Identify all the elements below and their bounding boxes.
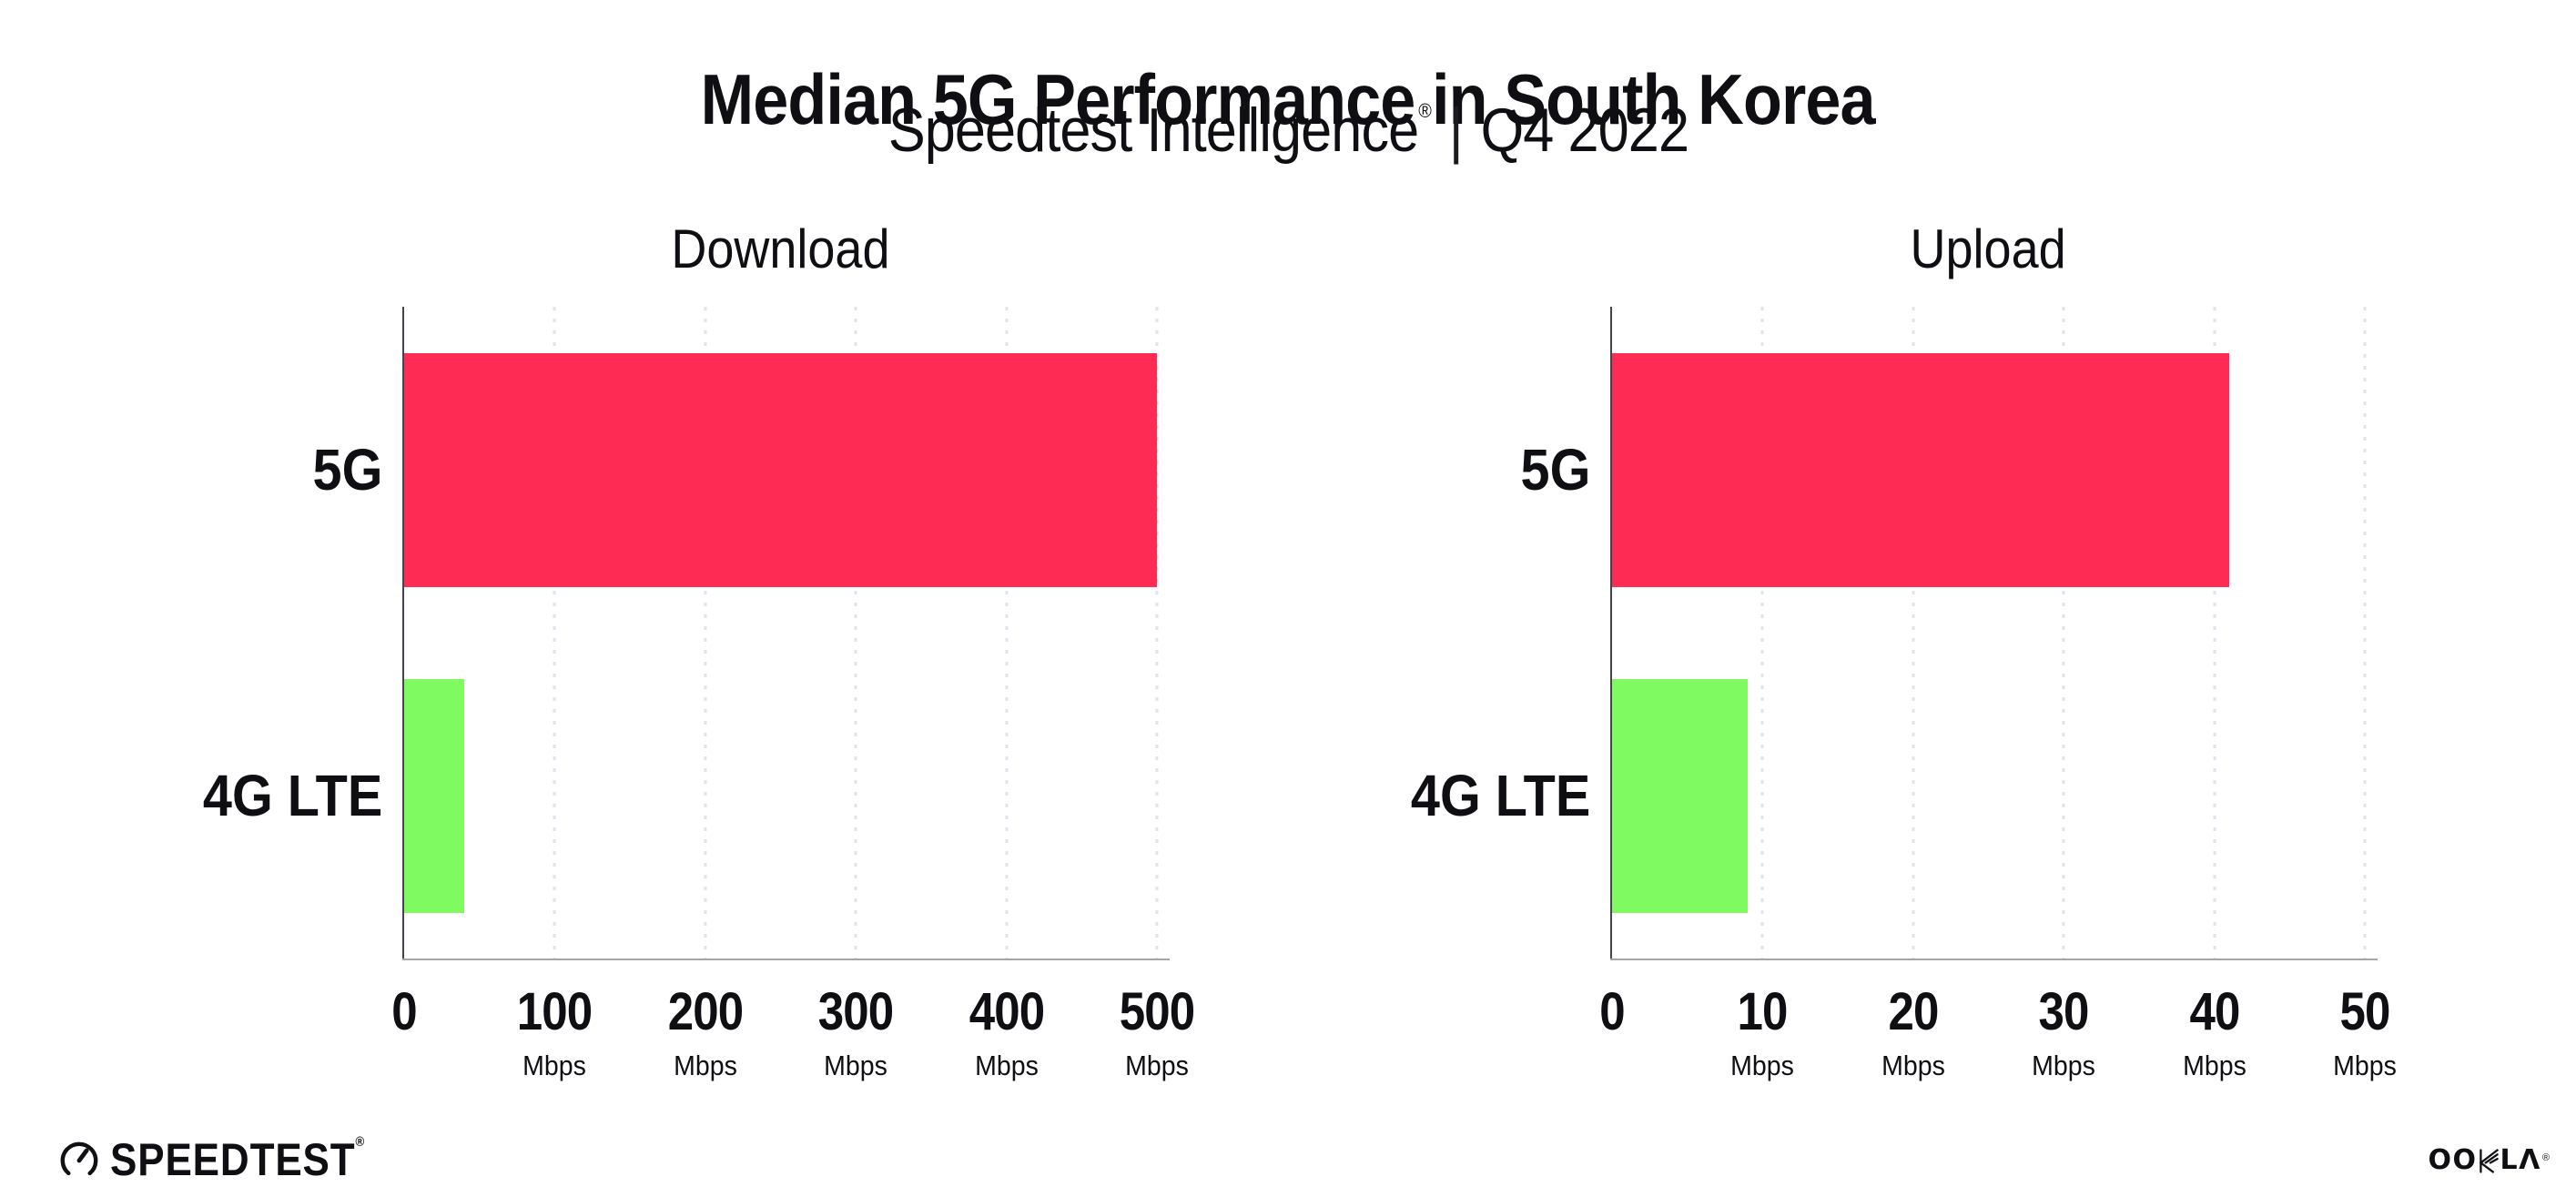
ookla-registered-mark: ® [2541,1152,2550,1163]
speedtest-gauge-icon [60,1141,98,1176]
ookla-part-la: LΛ [2500,1147,2541,1174]
upload-plot-area: 5G 4G LTE 0 10 Mbps 20 Mbps 30 Mbps 40 Mbps 50 Mbps [1411,307,2397,1080]
subtitle-product: Speedtest Intelligence [887,96,1418,165]
x-tick-0: 0 [390,986,418,1039]
x-tick-unit: Mbps [1125,1050,1189,1081]
x-tick-200: 200 Mbps [663,986,748,1080]
x-tick-100: 100 Mbps [512,986,598,1080]
download-chart-title-text: Download [671,218,890,279]
x-tick-value: 300 [817,982,894,1041]
upload-chart-title: Upload [1612,222,2365,277]
x-tick-value: 0 [391,982,417,1041]
ookla-part-l: L [2500,1144,2520,1176]
x-tick-40: 40 Mbps [2180,986,2249,1080]
download-chart-title: Download [404,222,1157,277]
page-title-text: Median 5G Performance in South Korea [700,59,1876,140]
page-subtitle: Speedtest Intelligence® | Q4 2022 [0,96,2576,165]
x-tick-value: 40 [2189,982,2240,1041]
category-label-4g-lte: 4G LTE [183,766,382,825]
subtitle-divider: | [1448,96,1463,165]
x-tick-unit: Mbps [2032,1050,2096,1081]
x-tick-10: 10 Mbps [1728,986,1797,1080]
x-tick-value: 100 [517,982,593,1041]
gridline-40 [2213,307,2216,959]
x-tick-30: 30 Mbps [2029,986,2098,1080]
x-tick-300: 300 Mbps [813,986,898,1080]
gridline-400 [1005,307,1009,959]
bar-5g [404,352,1157,587]
category-label-text-4g-lte: 4G LTE [1410,763,1590,828]
category-label-text-5g: 5G [1520,437,1590,502]
category-label-5g: 5G [305,441,382,499]
gridline-500 [1155,307,1159,959]
upload-chart-title-text: Upload [1910,218,2067,279]
category-label-text-5g: 5G [312,437,382,502]
x-tick-unit: Mbps [824,1050,888,1081]
x-axis [1610,959,2378,960]
speedtest-label: SPEEDTEST [110,1134,356,1185]
x-tick-unit: Mbps [1881,1050,1945,1081]
x-tick-value: 30 [2038,982,2090,1041]
registered-mark-icon: ® [1417,99,1432,122]
category-label-text-4g-lte: 4G LTE [202,763,382,828]
category-label-5g: 5G [1513,441,1590,499]
gridline-300 [854,307,857,959]
page-subtitle-text: Speedtest Intelligence® | Q4 2022 [887,96,1689,165]
ookla-part-a: Λ [2519,1144,2541,1176]
gridline-100 [553,307,556,959]
x-tick-value: 20 [1888,982,1939,1041]
bar-5g [1612,352,2230,587]
x-tick-50: 50 Mbps [2330,986,2399,1080]
gridline-50 [2363,307,2367,959]
gridline-10 [1760,307,1764,959]
speedtest-logo: SPEEDTEST® [58,1134,400,1185]
speedtest-registered-mark: ® [355,1134,366,1150]
x-tick-unit: Mbps [522,1050,587,1081]
x-tick-unit: Mbps [2333,1050,2397,1081]
speedtest-wordmark-text: SPEEDTEST® [110,1134,366,1185]
download-plot-area: 5G 4G LTE 0 100 Mbps 200 Mbps 300 Mbps 400 Mbps 500… [203,307,1195,1080]
x-tick-unit: Mbps [1730,1050,1795,1081]
x-axis [402,959,1170,960]
x-tick-value: 400 [969,982,1044,1041]
x-tick-value: 200 [667,982,744,1041]
x-tick-unit: Mbps [2182,1050,2246,1081]
gridline-200 [704,307,707,959]
gridline-30 [2062,307,2065,959]
x-tick-value: 10 [1737,982,1789,1041]
speedtest-wordmark: SPEEDTEST® [110,1134,400,1185]
y-axis [402,307,404,959]
ookla-logo: OO LΛ ® [2428,1144,2550,1176]
page-title: Median 5G Performance in South Korea [0,64,2576,135]
ookla-part-oo: OO [2428,1144,2478,1176]
gridline-20 [1912,307,1915,959]
bar-4g-lte [1612,678,1748,913]
x-tick-500: 500 Mbps [1114,986,1200,1080]
y-axis [1610,307,1612,959]
category-label-4g-lte: 4G LTE [1391,766,1590,825]
x-tick-unit: Mbps [974,1050,1039,1081]
x-tick-value: 0 [1599,982,1625,1041]
bar-4g-lte [404,678,465,913]
x-tick-value: 500 [1119,982,1195,1041]
ookla-k-icon [2479,1148,2499,1173]
x-tick-400: 400 Mbps [964,986,1050,1080]
subtitle-period: Q4 2022 [1480,96,1689,165]
x-tick-value: 50 [2339,982,2390,1041]
x-tick-0: 0 [1597,986,1626,1039]
x-tick-unit: Mbps [673,1050,737,1081]
x-tick-20: 20 Mbps [1879,986,1948,1080]
